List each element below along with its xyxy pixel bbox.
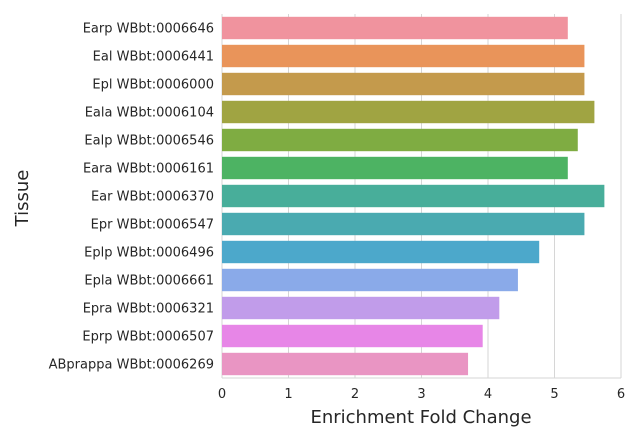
x-axis-label: Enrichment Fold Change bbox=[310, 407, 531, 428]
x-tick-label: 5 bbox=[550, 387, 558, 402]
x-tick-label: 6 bbox=[617, 387, 625, 402]
y-tick-label: Eal WBbt:0006441 bbox=[93, 50, 214, 65]
x-tick-label: 3 bbox=[417, 387, 425, 402]
y-tick-labels: Earp WBbt:0006646 Eal WBbt:0006441 Epl WBb… bbox=[49, 22, 214, 373]
y-tick-label: Eplp WBbt:0006496 bbox=[84, 246, 214, 261]
y-tick-label: ABprappa WBbt:0006269 bbox=[49, 358, 214, 373]
bar bbox=[222, 324, 483, 348]
y-tick-label: Eara WBbt:0006161 bbox=[83, 162, 214, 177]
x-tick-label: 4 bbox=[484, 387, 492, 402]
bar bbox=[222, 240, 540, 264]
x-tick-labels: 0 1 2 3 4 5 6 bbox=[218, 387, 625, 402]
y-tick-label: Eprp WBbt:0006507 bbox=[82, 330, 214, 345]
bar bbox=[222, 156, 568, 180]
y-tick-label: Epla WBbt:0006661 bbox=[84, 274, 214, 289]
bar bbox=[222, 128, 578, 152]
y-tick-label: Ear WBbt:0006370 bbox=[91, 190, 214, 205]
y-tick-label: Ealp WBbt:0006546 bbox=[84, 134, 214, 149]
bar bbox=[222, 268, 518, 292]
bar bbox=[222, 72, 585, 96]
y-tick-label: Epr WBbt:0006547 bbox=[91, 218, 214, 233]
bar bbox=[222, 296, 500, 320]
bar bbox=[222, 212, 585, 236]
x-tick-label: 1 bbox=[284, 387, 292, 402]
y-tick-label: Earp WBbt:0006646 bbox=[83, 22, 214, 37]
y-tick-label: Epl WBbt:0006000 bbox=[92, 78, 214, 93]
bar bbox=[222, 44, 585, 68]
y-tick-label: Eala WBbt:0006104 bbox=[85, 106, 214, 121]
bar bbox=[222, 16, 568, 40]
x-tick-label: 2 bbox=[351, 387, 359, 402]
bar bbox=[222, 352, 469, 376]
y-axis-label: Tissue bbox=[12, 170, 33, 228]
y-tick-label: Epra WBbt:0006321 bbox=[83, 302, 214, 317]
bar bbox=[222, 100, 595, 124]
x-tick-label: 0 bbox=[218, 387, 226, 402]
bar bbox=[222, 184, 605, 208]
bars bbox=[222, 16, 605, 376]
